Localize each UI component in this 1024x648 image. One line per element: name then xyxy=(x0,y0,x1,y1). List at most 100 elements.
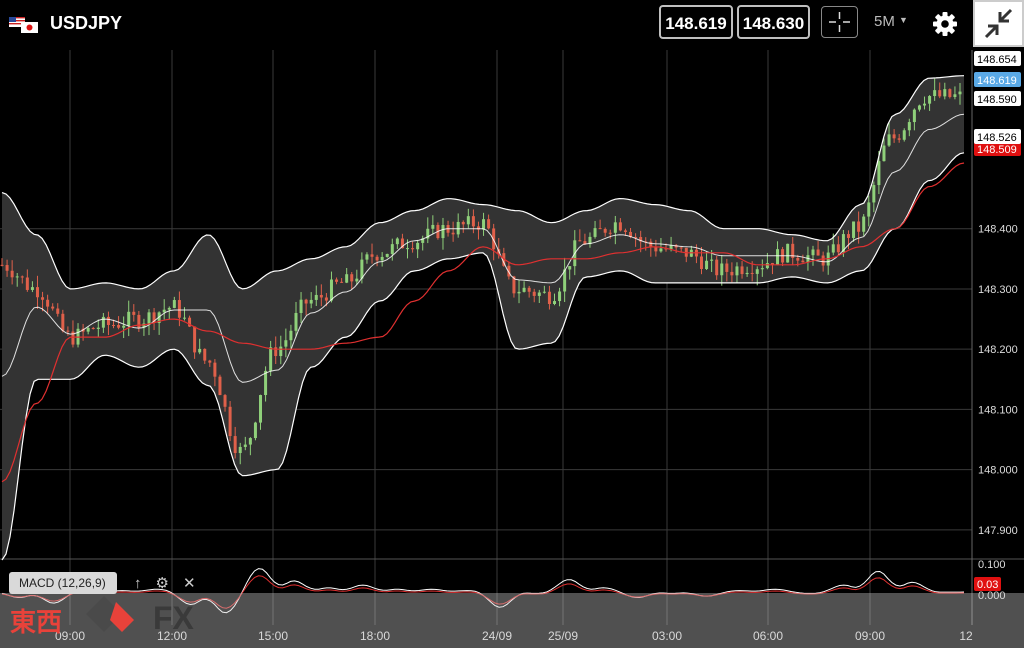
candle-body xyxy=(887,134,891,146)
candle-body xyxy=(953,94,957,97)
candle-body xyxy=(35,287,39,298)
us-jp-flag-icon xyxy=(9,17,38,33)
candle-body xyxy=(674,245,678,248)
candle-body xyxy=(340,281,344,283)
candle-body xyxy=(51,306,55,309)
candle-body xyxy=(639,237,643,242)
time-axis: 09:00 12:00 15:00 18:00 24/09 25/09 03:00 06:00… xyxy=(55,629,973,643)
macd-tick-upper: 0.100 xyxy=(978,559,1006,571)
arrow-up-icon[interactable]: ↑ xyxy=(134,575,156,592)
candle-body xyxy=(248,438,252,445)
candle-body xyxy=(466,216,470,225)
y-tick-label: 147.900 xyxy=(978,525,1018,537)
candle-body xyxy=(522,287,526,292)
candle-body xyxy=(760,268,764,270)
candle-body xyxy=(912,109,916,123)
candle-body xyxy=(421,238,425,243)
candle-body xyxy=(720,263,724,276)
candle-body xyxy=(370,254,374,257)
candle-body xyxy=(162,309,166,313)
candle-body xyxy=(938,90,942,97)
candle-body xyxy=(284,340,288,347)
price-tag-current: 148.619 xyxy=(977,75,1017,87)
candle-body xyxy=(182,317,186,319)
candle-body xyxy=(233,436,237,454)
candle-body xyxy=(563,269,567,292)
candle-body xyxy=(360,259,364,279)
candle-body xyxy=(857,221,861,232)
candle-body xyxy=(558,291,562,302)
candle-body xyxy=(755,269,759,274)
candle-body xyxy=(451,232,455,235)
candle-body xyxy=(264,370,268,396)
candle-body xyxy=(841,234,845,253)
candle-body xyxy=(335,279,339,282)
candle-body xyxy=(811,249,815,256)
candle-body xyxy=(492,228,496,250)
candle-body xyxy=(725,263,729,272)
candle-body xyxy=(355,278,359,282)
candle-body xyxy=(0,264,4,266)
macd-value-tag-box xyxy=(974,577,1001,591)
price-tag-upper-box xyxy=(974,91,1021,106)
macd-controls: ↑⚙✕ xyxy=(134,574,210,592)
bid-price-button[interactable]: 148.619 xyxy=(659,5,733,39)
middle-band-line xyxy=(1,113,965,383)
candle-body xyxy=(66,330,70,332)
candle-body xyxy=(167,307,171,310)
candle-body xyxy=(157,312,161,323)
candle-body xyxy=(147,312,151,324)
macd-indicator-label[interactable]: MACD (12,26,9) xyxy=(9,572,117,594)
candle-body xyxy=(679,247,683,249)
timeframe-dropdown[interactable]: 5M ▼ xyxy=(874,13,908,30)
candle-body xyxy=(547,291,551,304)
candle-body xyxy=(304,299,308,304)
candle-body xyxy=(456,221,460,235)
top-bar: USDJPY 148.619 148.630 5M ▼ xyxy=(0,0,1024,50)
candle-body xyxy=(56,308,60,314)
candle-body xyxy=(86,327,90,332)
candle-body xyxy=(314,294,318,300)
candle-body xyxy=(578,240,582,242)
price-tag-high: 148.654 xyxy=(977,54,1017,66)
candle-body xyxy=(223,395,227,407)
crosshair-button[interactable] xyxy=(821,6,858,38)
exit-fullscreen-button[interactable] xyxy=(973,0,1024,47)
close-icon[interactable]: ✕ xyxy=(182,575,210,592)
gear-icon[interactable] xyxy=(930,9,960,39)
candle-body xyxy=(765,263,769,269)
ask-price-button[interactable]: 148.630 xyxy=(737,5,810,39)
candle-body xyxy=(172,300,176,308)
candle-body xyxy=(654,247,658,252)
candle-body xyxy=(208,360,212,363)
gear-icon[interactable]: ⚙ xyxy=(155,575,183,592)
candle-body xyxy=(740,266,744,275)
x-tick-label: 06:00 xyxy=(753,629,783,643)
candle-body xyxy=(791,243,795,258)
candle-body xyxy=(923,103,927,106)
candle-body xyxy=(461,221,465,225)
price-axis: 148.000 148.100 148.200 148.300 148.400 147.9… xyxy=(978,224,1018,537)
candle-body xyxy=(193,326,197,353)
candle-body xyxy=(390,244,394,254)
candle-body xyxy=(269,347,273,371)
candle-body xyxy=(122,325,126,328)
candle-body xyxy=(750,272,754,274)
candle-body xyxy=(948,89,952,97)
candle-body xyxy=(10,270,14,278)
y-tick-label: 148.100 xyxy=(978,404,1018,416)
candle-body xyxy=(127,311,131,326)
candle-body xyxy=(482,219,486,230)
logo-fx: FX xyxy=(153,600,194,636)
candle-body xyxy=(730,271,734,276)
candle-body xyxy=(588,236,592,245)
candle-body xyxy=(259,395,263,423)
candle-body xyxy=(623,230,627,232)
price-tag-upper: 148.590 xyxy=(977,94,1017,106)
candle-body xyxy=(411,248,415,250)
candle-body xyxy=(329,279,333,301)
candle-body xyxy=(20,276,24,278)
candle-body xyxy=(30,287,34,290)
candle-body xyxy=(634,236,638,238)
